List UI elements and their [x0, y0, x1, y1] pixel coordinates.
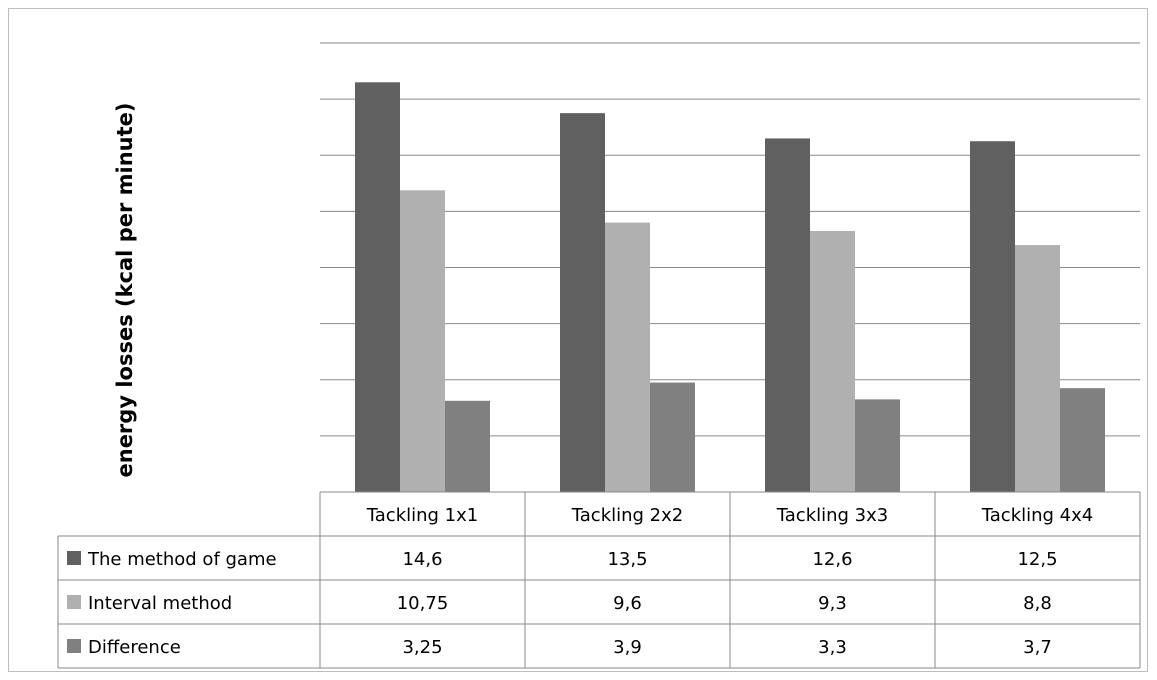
- category-label: Tackling 3x3: [776, 505, 888, 526]
- category-label: Tackling 2x2: [571, 505, 683, 526]
- data-value: 3,3: [818, 637, 847, 658]
- bar: [560, 113, 605, 492]
- legend-label: Interval method: [88, 593, 232, 614]
- data-value: 3,7: [1023, 637, 1052, 658]
- category-label: Tackling 4x4: [981, 505, 1093, 526]
- data-value: 3,9: [613, 637, 642, 658]
- data-value: 14,6: [402, 549, 442, 570]
- legend-swatch: [67, 595, 81, 609]
- bar: [970, 141, 1015, 492]
- legend-swatch: [67, 551, 81, 565]
- bar: [765, 138, 810, 492]
- bar: [355, 82, 400, 492]
- data-table: Tackling 1x1 Tackling 2x2 Tackling 3x3 Tack…: [57, 491, 1141, 669]
- bar: [605, 222, 650, 492]
- data-value: 8,8: [1023, 593, 1052, 614]
- bar: [1015, 245, 1060, 492]
- bar: [445, 400, 490, 492]
- bars: [355, 82, 1105, 493]
- legend-label: The method of game: [87, 549, 277, 570]
- bar: [810, 231, 855, 493]
- legend-swatch: [67, 639, 81, 653]
- bar: [855, 399, 900, 492]
- bar: [400, 190, 445, 492]
- data-value: 12,5: [1017, 549, 1057, 570]
- bar: [650, 382, 695, 492]
- data-value: 3,25: [402, 637, 442, 658]
- category-label: Tackling 1x1: [366, 505, 478, 526]
- legend-label: Difference: [88, 637, 181, 658]
- data-value: 13,5: [607, 549, 647, 570]
- data-value: 10,75: [397, 593, 449, 614]
- chart-frame: [8, 8, 1148, 672]
- data-value: 12,6: [812, 549, 852, 570]
- data-value: 9,6: [613, 593, 642, 614]
- bar: [1060, 388, 1105, 492]
- data-value: 9,3: [818, 593, 847, 614]
